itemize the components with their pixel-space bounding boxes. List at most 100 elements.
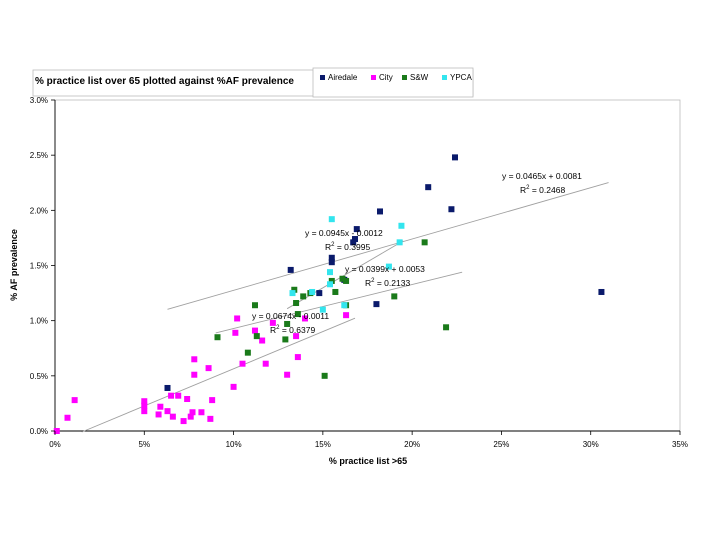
data-point	[598, 288, 605, 295]
data-point	[421, 239, 428, 246]
trendline-equation: y = 0.0465x + 0.0081	[502, 171, 582, 181]
data-point	[191, 371, 198, 378]
data-point	[425, 184, 432, 191]
data-point	[180, 418, 187, 425]
data-points	[53, 154, 605, 434]
data-point	[282, 336, 289, 343]
data-point	[207, 415, 214, 422]
data-point	[319, 306, 326, 313]
y-tick-label: 1.0%	[30, 317, 48, 326]
data-point	[71, 397, 78, 404]
data-point	[209, 397, 216, 404]
data-point	[168, 392, 175, 399]
r-squared-exponent: 2	[526, 185, 530, 191]
trendline-equation: y = 0.0674x - 0.0011	[252, 311, 329, 321]
r-squared-symbol: R	[270, 325, 276, 335]
data-point	[289, 290, 296, 297]
x-tick-label: 15%	[315, 440, 331, 449]
data-point	[328, 277, 335, 284]
legend: Airedale City S&W YPCA	[312, 67, 474, 98]
data-point	[262, 360, 269, 367]
trendline	[167, 182, 609, 310]
data-point	[302, 315, 308, 322]
legend-entry: S&W	[410, 73, 429, 82]
data-point	[321, 372, 328, 379]
data-point	[53, 428, 60, 434]
y-tick-label: 2.5%	[30, 151, 48, 160]
data-point	[328, 259, 335, 266]
data-point	[294, 311, 301, 318]
data-point	[214, 334, 221, 341]
data-point	[339, 275, 346, 282]
data-point	[353, 226, 360, 233]
x-tick-label: 0%	[49, 440, 61, 449]
data-point	[327, 269, 333, 276]
x-axis-label: % practice list >65	[329, 456, 407, 466]
data-point	[391, 293, 398, 300]
x-tick-label: 20%	[404, 440, 420, 449]
data-point	[252, 302, 258, 309]
data-point	[443, 324, 450, 331]
data-point	[64, 414, 71, 421]
trendline	[215, 271, 463, 334]
data-point	[175, 392, 182, 399]
data-point	[184, 396, 191, 403]
data-point	[291, 286, 298, 293]
data-point	[164, 408, 171, 415]
data-point	[396, 239, 403, 246]
data-point	[141, 398, 148, 405]
y-axis-label: % AF prevalence	[9, 229, 19, 301]
chart-title: % practice list over 65 plotted against …	[35, 76, 294, 87]
data-point	[316, 290, 323, 297]
data-point	[327, 281, 333, 288]
data-point	[239, 360, 246, 367]
data-point	[244, 349, 251, 356]
data-point	[294, 354, 301, 361]
y-tick-label: 3.0%	[30, 96, 48, 105]
data-point	[205, 365, 212, 372]
data-point	[385, 263, 392, 270]
data-point	[452, 154, 458, 161]
data-point	[253, 333, 260, 340]
data-point	[189, 409, 196, 416]
legend-entry: Airedale	[328, 73, 358, 82]
r-squared-symbol: R	[365, 278, 371, 288]
data-point	[232, 329, 239, 336]
data-point	[191, 356, 198, 363]
data-point	[141, 408, 148, 415]
r-squared-value: = 0.2133	[374, 278, 410, 288]
data-point	[293, 300, 300, 307]
data-point	[341, 302, 348, 309]
data-point	[155, 411, 162, 418]
trendline-equation: y = 0.0945x - 0.0012	[305, 228, 383, 238]
x-tick-label: 5%	[139, 440, 151, 449]
legend-entry: YPCA	[450, 73, 472, 82]
data-point	[343, 277, 350, 284]
trendline-equation: y = 0.0399x + 0.0053	[345, 264, 425, 274]
data-point	[352, 236, 358, 243]
y-tick-label: 2.0%	[30, 206, 48, 215]
trendline	[81, 317, 356, 433]
y-tick-label: 1.5%	[30, 262, 48, 271]
legend-swatch	[320, 75, 325, 80]
data-point	[269, 319, 276, 326]
y-tick-label: 0.0%	[30, 427, 48, 436]
data-point	[448, 206, 455, 213]
data-point	[284, 371, 291, 378]
trendlines	[81, 182, 609, 433]
data-point	[377, 208, 383, 215]
data-point	[187, 413, 194, 420]
y-axis-ticks: 0.0% 0.5% 1.0% 1.5% 2.0% 2.5% 3.0%	[30, 96, 55, 436]
data-point	[287, 266, 294, 273]
data-point	[157, 403, 164, 410]
r-squared-symbol: R	[520, 185, 526, 195]
data-point	[350, 239, 357, 246]
r-squared-exponent: 2	[276, 325, 280, 331]
r-squared-exponent: 2	[371, 278, 375, 284]
data-point	[293, 333, 300, 340]
data-point	[169, 413, 176, 420]
x-tick-label: 30%	[583, 440, 599, 449]
x-axis-ticks: 0% 5% 10% 15% 20% 25% 30% 35%	[49, 431, 688, 449]
